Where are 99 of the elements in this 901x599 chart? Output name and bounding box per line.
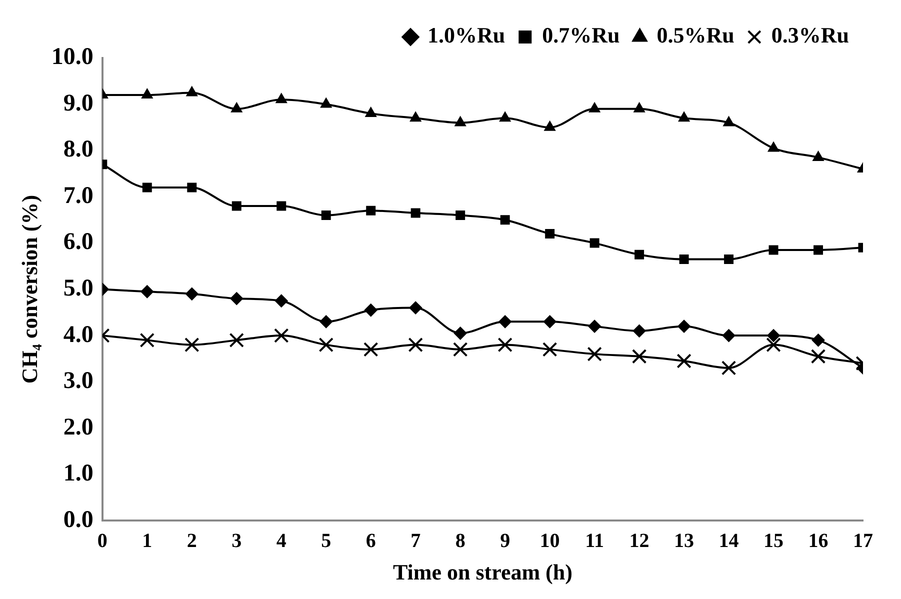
y-tick-label: 3.0 <box>63 368 94 394</box>
x-tick-label: 16 <box>808 530 828 552</box>
y-tick-label: 10.0 <box>51 44 94 70</box>
point <box>588 320 602 333</box>
point <box>500 215 510 225</box>
point <box>230 292 244 306</box>
point <box>632 349 647 364</box>
point <box>274 328 289 343</box>
x-tick-label: 4 <box>276 530 286 552</box>
point <box>187 182 197 192</box>
point <box>230 102 242 112</box>
y-tick-label: 5.0 <box>63 276 94 302</box>
x-tick-label: 1 <box>142 530 152 552</box>
point <box>678 112 690 122</box>
point <box>679 254 689 264</box>
x-tick-label: 13 <box>674 530 694 552</box>
point <box>320 98 332 108</box>
point <box>498 337 512 352</box>
point <box>767 329 780 342</box>
point <box>724 254 734 264</box>
y-tick-label: 9.0 <box>63 90 94 116</box>
point <box>454 116 466 126</box>
point <box>184 337 200 352</box>
point <box>232 201 242 211</box>
point <box>721 360 736 376</box>
x-tick-label: 9 <box>500 530 510 552</box>
point <box>229 332 244 348</box>
x-tick-label: 5 <box>321 530 332 552</box>
point <box>590 238 600 248</box>
point <box>678 320 691 333</box>
point <box>274 294 288 308</box>
point <box>408 337 423 352</box>
point <box>140 332 155 348</box>
x-tick-label: 0 <box>97 530 108 552</box>
point <box>410 112 422 122</box>
point <box>634 102 645 112</box>
point <box>542 342 558 357</box>
x-tick-label: 8 <box>455 530 466 552</box>
point <box>543 315 556 328</box>
point <box>186 86 198 96</box>
x-tick-label: 12 <box>629 530 650 552</box>
point <box>410 208 420 218</box>
y-tick-label: 8.0 <box>63 136 94 163</box>
point <box>768 142 780 152</box>
y-tick-label: 2.0 <box>63 414 94 440</box>
point <box>321 210 331 220</box>
point <box>140 285 154 298</box>
y-tick-label: 4.0 <box>63 322 94 348</box>
point <box>320 315 333 328</box>
point <box>364 304 378 317</box>
point <box>722 329 736 342</box>
point <box>587 346 602 362</box>
point <box>409 301 422 314</box>
point <box>812 150 824 161</box>
x-tick-label: 17 <box>853 530 873 552</box>
y-tick-label: 7.0 <box>63 182 94 209</box>
point <box>810 349 826 364</box>
point <box>499 112 511 122</box>
y-axis-title: CH₄ conversion (%) <box>16 194 42 384</box>
point <box>142 182 152 192</box>
legend-label: 0.3%Ru <box>771 22 849 48</box>
point <box>814 245 823 255</box>
x-axis-title: Time on stream (h) <box>392 559 572 584</box>
point <box>498 315 512 328</box>
x-tick-label: 11 <box>585 530 604 552</box>
x-tick-label: 10 <box>540 530 560 552</box>
y-tick-label: 0.0 <box>63 506 94 533</box>
point <box>363 342 378 357</box>
legend-label: 0.7%Ru <box>542 22 620 48</box>
point <box>723 116 734 126</box>
point <box>366 206 376 216</box>
point <box>452 342 468 357</box>
point <box>276 93 288 104</box>
point <box>768 245 778 255</box>
point <box>276 201 286 211</box>
point <box>676 354 692 368</box>
point <box>766 337 781 352</box>
point <box>318 337 334 352</box>
x-tick-label: 3 <box>232 530 242 552</box>
point <box>544 120 556 131</box>
x-tick-label: 14 <box>718 530 739 552</box>
point <box>812 334 825 347</box>
point <box>634 250 644 260</box>
legend-label: 1.0%Ru <box>428 22 506 48</box>
y-tick-label: 1.0 <box>63 460 94 487</box>
point <box>185 287 198 300</box>
point <box>454 326 467 340</box>
x-tick-label: 2 <box>186 530 197 552</box>
x-tick-label: 7 <box>410 530 421 552</box>
x-tick-label: 6 <box>366 530 376 552</box>
point <box>456 210 466 220</box>
point <box>365 107 377 118</box>
x-tick-label: 15 <box>764 530 784 552</box>
point <box>632 324 646 338</box>
point <box>141 88 153 99</box>
point <box>588 102 600 112</box>
y-tick-label: 6.0 <box>63 229 94 256</box>
legend-label: 0.5%Ru <box>656 22 734 48</box>
point <box>545 229 555 239</box>
